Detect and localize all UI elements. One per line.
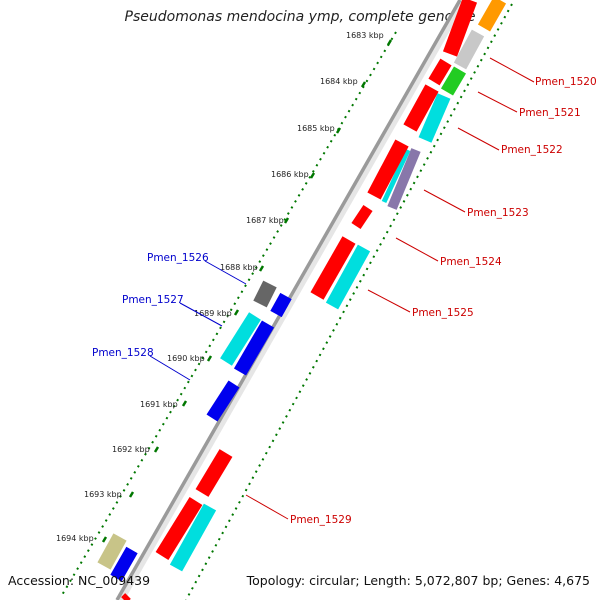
gene-bar: [418, 93, 451, 143]
label-leader: [367, 289, 411, 313]
gene-label-right: Pmen_1523: [467, 207, 529, 219]
label-leader: [477, 91, 518, 113]
tick-label: 1694 kbp: [56, 534, 94, 543]
gene-bar: [155, 497, 203, 560]
tick-label: 1690 kbp: [167, 354, 205, 363]
gene-bar: [428, 58, 452, 86]
gene-bar: [442, 0, 478, 57]
gene-bar: [381, 148, 411, 204]
tick-label: 1693 kbp: [84, 490, 122, 499]
gene-bar: [220, 312, 261, 366]
gene-label-right: Pmen_1522: [501, 144, 563, 156]
gene-bar: [253, 280, 277, 308]
tick-marks: [101, 39, 393, 543]
gene-bar: [121, 593, 131, 600]
gene-bar: [440, 66, 467, 96]
map-title: Pseudomonas mendocina ymp, complete geno…: [124, 9, 476, 25]
gene-bar: [367, 139, 409, 200]
label-leader: [204, 260, 247, 285]
gene-bar: [325, 244, 371, 310]
tick-label: 1685 kbp: [297, 124, 335, 133]
tick-label: 1689 kbp: [194, 309, 232, 318]
gene-bar: [169, 503, 217, 572]
label-leader: [423, 189, 466, 213]
tick-label: 1683 kbp: [346, 31, 384, 40]
gene-label-right: Pmen_1520: [535, 76, 597, 88]
gene-bar: [110, 546, 138, 582]
gene-bar: [403, 84, 439, 132]
gene-bar: [453, 29, 485, 70]
tick-label: 1692 kbp: [112, 445, 150, 454]
label-leader: [179, 302, 223, 327]
gene-bar: [310, 236, 356, 300]
gene-bar: [270, 292, 292, 318]
label-leader: [149, 355, 191, 381]
outer-track: [185, 3, 513, 600]
accession-text: Accession: NC_009439: [8, 573, 151, 588]
tick-label: 1686 kbp: [271, 170, 309, 179]
gene-label-right: Pmen_1521: [519, 107, 581, 119]
gene-label-left: Pmen_1526: [147, 252, 209, 264]
label-leader: [489, 57, 535, 83]
gene-bar: [233, 320, 275, 376]
tick-label: 1688 kbp: [220, 263, 258, 272]
gene-label-right: Pmen_1524: [440, 256, 502, 268]
topology-text: Topology: circular; Length: 5,072,807 bp…: [246, 573, 590, 588]
tick-label: 1687 kbp: [246, 216, 284, 225]
label-leader: [245, 494, 289, 520]
tick-label: 1691 kbp: [140, 400, 178, 409]
gene-label-right: Pmen_1525: [412, 307, 474, 319]
gene-bar: [206, 380, 240, 422]
tick-label: 1684 kbp: [320, 77, 358, 86]
gene-label-left: Pmen_1528: [92, 347, 154, 359]
gene-bar: [97, 533, 127, 570]
gene-label-right: Pmen_1529: [290, 514, 352, 526]
label-leader: [395, 237, 439, 262]
label-leader: [457, 127, 500, 151]
backbone-shadow: [116, 0, 467, 600]
gene-label-left: Pmen_1527: [122, 294, 184, 306]
gene-bar: [477, 0, 507, 32]
gene-bar: [351, 204, 373, 230]
gene-bar: [387, 148, 421, 210]
gene-bar: [195, 449, 233, 497]
